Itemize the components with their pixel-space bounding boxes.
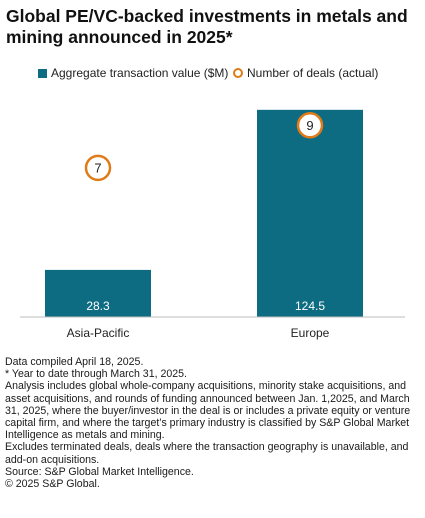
legend-label-deals: Number of deals (actual)	[247, 66, 379, 80]
bar	[257, 109, 363, 317]
category-label: Asia-Pacific	[67, 326, 130, 340]
deal-marker	[296, 112, 324, 139]
note-line: Analysis includes global whole-company a…	[5, 380, 411, 442]
legend-swatch-bar	[38, 68, 47, 78]
deal-count-label: 7	[94, 160, 101, 175]
bar-value-label: 28.3	[86, 299, 110, 313]
category-label: Europe	[291, 326, 330, 340]
legend-label-value: Aggregate transaction value ($M)	[51, 66, 229, 80]
legend-item-value: Aggregate transaction value ($M)	[38, 66, 228, 80]
bar	[45, 269, 151, 317]
legend-circle-marker	[233, 68, 243, 78]
note-line: Source: S&P Global Market Intelligence.	[5, 465, 194, 478]
deal-marker	[84, 154, 112, 182]
legend-item-deals: Number of deals (actual)	[233, 66, 378, 80]
bar-value-label: 124.5	[295, 299, 325, 313]
chart-notes: Data compiled April 18, 2025. * Year to …	[5, 356, 421, 490]
note-line: Data compiled April 18, 2025.	[5, 356, 144, 368]
bar-chart: 28.3 7 Asia-Pacific 124.5 9 Europe	[20, 109, 405, 340]
note-line: * Year to date through March 31, 2025.	[5, 368, 187, 381]
note-line: Excludes terminated deals, deals where t…	[5, 441, 409, 466]
deal-count-label: 9	[306, 118, 313, 133]
chart-title: Global PE/VC-backed investments in metal…	[6, 6, 408, 47]
note-line: © 2025 S&P Global.	[5, 478, 100, 491]
